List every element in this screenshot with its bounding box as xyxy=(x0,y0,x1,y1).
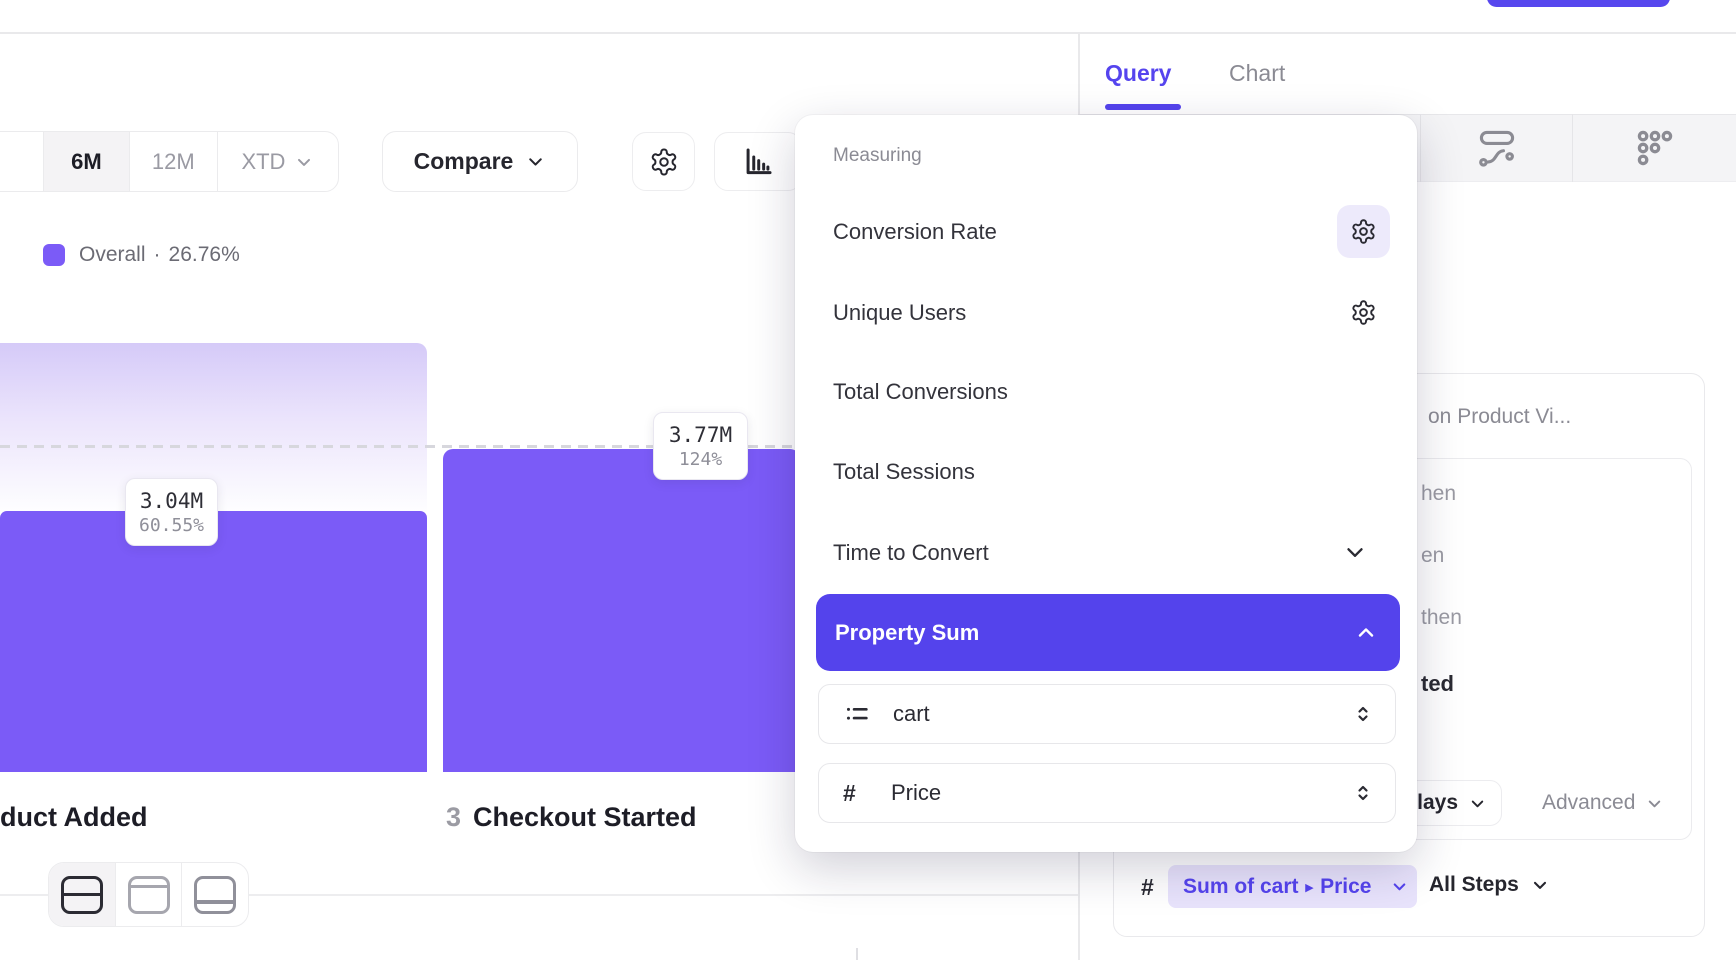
tab-chart[interactable]: Chart xyxy=(1229,60,1286,86)
layout-toggle-group xyxy=(48,862,249,927)
step-label-checkout-started: Checkout Started xyxy=(473,802,697,832)
custom-view-button[interactable] xyxy=(1572,114,1736,182)
header-row-icon xyxy=(127,875,170,914)
legend-value: 26.76% xyxy=(168,243,240,266)
layout-header-row-button[interactable] xyxy=(114,863,182,926)
chevron-up-icon xyxy=(1354,621,1378,645)
property-select[interactable]: cart xyxy=(818,684,1396,744)
numeric-property-icon: # xyxy=(1141,874,1154,900)
menu-item-total-sessions[interactable]: Total Sessions xyxy=(833,459,975,484)
footer-row-icon xyxy=(194,875,237,914)
selected-item-label: Property Sum xyxy=(835,619,980,645)
numeric-property-icon: # xyxy=(843,779,856,806)
active-tab-underline xyxy=(1105,104,1181,110)
bar-percent: 60.55% xyxy=(138,514,205,536)
conversion-reference-dashed-line xyxy=(0,445,800,448)
unfold-icon xyxy=(1351,781,1375,805)
legend-series-name: Overall xyxy=(79,243,146,266)
unfold-icon xyxy=(1351,702,1375,726)
time-range-label: 12M xyxy=(151,148,195,174)
bar-value-tooltip: 3.04M 60.55% xyxy=(125,478,218,546)
bar-value: 3.77M xyxy=(668,422,733,447)
clause-header-text: on Product Vi... xyxy=(1428,405,1572,428)
breadcrumb-arrow: ▸ xyxy=(1305,879,1314,896)
bar-percent: 124% xyxy=(678,448,723,470)
primary-action-button[interactable] xyxy=(1487,0,1670,7)
gear-icon xyxy=(1350,299,1377,326)
menu-item-unique-users[interactable]: Unique Users xyxy=(833,300,967,325)
step-connector-text: hen xyxy=(1421,482,1457,505)
gear-icon xyxy=(649,147,679,177)
tab-query[interactable]: Query xyxy=(1105,60,1172,86)
legend-separator: · xyxy=(153,243,161,266)
step-connector-text: en xyxy=(1421,544,1445,567)
conversion-rate-settings-button[interactable] xyxy=(1337,205,1390,258)
subproperty-select[interactable]: # Price xyxy=(818,763,1396,823)
step-number: 3 xyxy=(446,802,462,832)
funnel-bar-checkout-started[interactable] xyxy=(443,449,800,772)
chevron-down-icon xyxy=(1530,875,1550,895)
time-range-label: 6M xyxy=(71,148,102,174)
chevron-down-icon xyxy=(1468,794,1487,813)
canvas-section-divider xyxy=(0,894,1078,896)
time-range-1m[interactable]: M xyxy=(0,132,43,191)
layout-footer-row-button[interactable] xyxy=(181,863,248,926)
bar-value-tooltip: 3.77M 124% xyxy=(653,412,748,480)
compare-button[interactable]: Compare xyxy=(382,131,578,192)
time-range-control: M 6M 12M XTD xyxy=(0,131,339,192)
measured-property-left: Sum of cart xyxy=(1183,874,1299,898)
chevron-down-icon[interactable] xyxy=(1342,539,1368,565)
table-column-divider xyxy=(856,948,858,960)
all-steps-dropdown[interactable]: All Steps xyxy=(1429,873,1550,897)
bar-value: 3.04M xyxy=(139,488,204,513)
flows-icon xyxy=(1475,126,1519,170)
chart-settings-button[interactable] xyxy=(632,132,695,191)
chevron-down-icon xyxy=(294,152,314,172)
layout-split-rows-button[interactable] xyxy=(49,863,115,926)
legend-text: Overall · 26.76% xyxy=(79,243,240,267)
chevron-down-icon xyxy=(1390,877,1409,896)
time-range-12m[interactable]: 12M xyxy=(128,132,217,191)
menu-item-property-sum-selected[interactable]: Property Sum xyxy=(816,594,1400,671)
unique-users-settings-button[interactable] xyxy=(1337,286,1390,339)
measured-property-dropdown[interactable]: Sum of cart ▸ Price xyxy=(1168,865,1417,908)
chevron-down-icon xyxy=(525,151,546,172)
time-range-label: XTD xyxy=(241,148,286,174)
measured-property-right: Price xyxy=(1320,874,1372,898)
compare-label: Compare xyxy=(413,148,514,174)
legend[interactable]: Overall · 26.76% xyxy=(43,243,240,267)
menu-item-total-conversions[interactable]: Total Conversions xyxy=(833,379,1008,404)
split-rows-icon xyxy=(60,875,103,914)
time-range-6m[interactable]: 6M xyxy=(43,132,129,191)
legend-swatch xyxy=(43,244,65,266)
time-range-xtd[interactable]: XTD xyxy=(216,132,338,191)
step-event-text: ted xyxy=(1421,671,1454,696)
conversion-window-label: lays xyxy=(1417,791,1458,814)
list-icon xyxy=(843,700,871,728)
measuring-dropdown-panel: Measuring Conversion Rate Unique Users T… xyxy=(795,115,1417,852)
dots-grid-icon xyxy=(1633,126,1677,170)
funnel-bar-product-added[interactable] xyxy=(0,511,427,772)
gear-icon xyxy=(1350,218,1377,245)
advanced-button[interactable]: Advanced xyxy=(1542,791,1664,815)
chart-type-button[interactable] xyxy=(714,132,802,191)
subproperty-select-value: Price xyxy=(891,780,942,805)
property-select-value: cart xyxy=(893,701,930,726)
advanced-label: Advanced xyxy=(1542,791,1636,814)
menu-item-time-to-convert[interactable]: Time to Convert xyxy=(833,540,989,565)
flows-view-button[interactable] xyxy=(1420,114,1572,182)
menu-section-title: Measuring xyxy=(833,145,922,166)
funnel-bars-icon xyxy=(741,145,775,179)
all-steps-label: All Steps xyxy=(1429,873,1519,896)
step-connector-text: then xyxy=(1421,606,1462,629)
step-label-product-added: duct Added xyxy=(0,802,148,832)
chevron-down-icon xyxy=(1645,794,1664,813)
header-divider xyxy=(0,32,1736,34)
menu-item-conversion-rate[interactable]: Conversion Rate xyxy=(833,219,997,244)
time-range-label: M xyxy=(0,149,1,175)
